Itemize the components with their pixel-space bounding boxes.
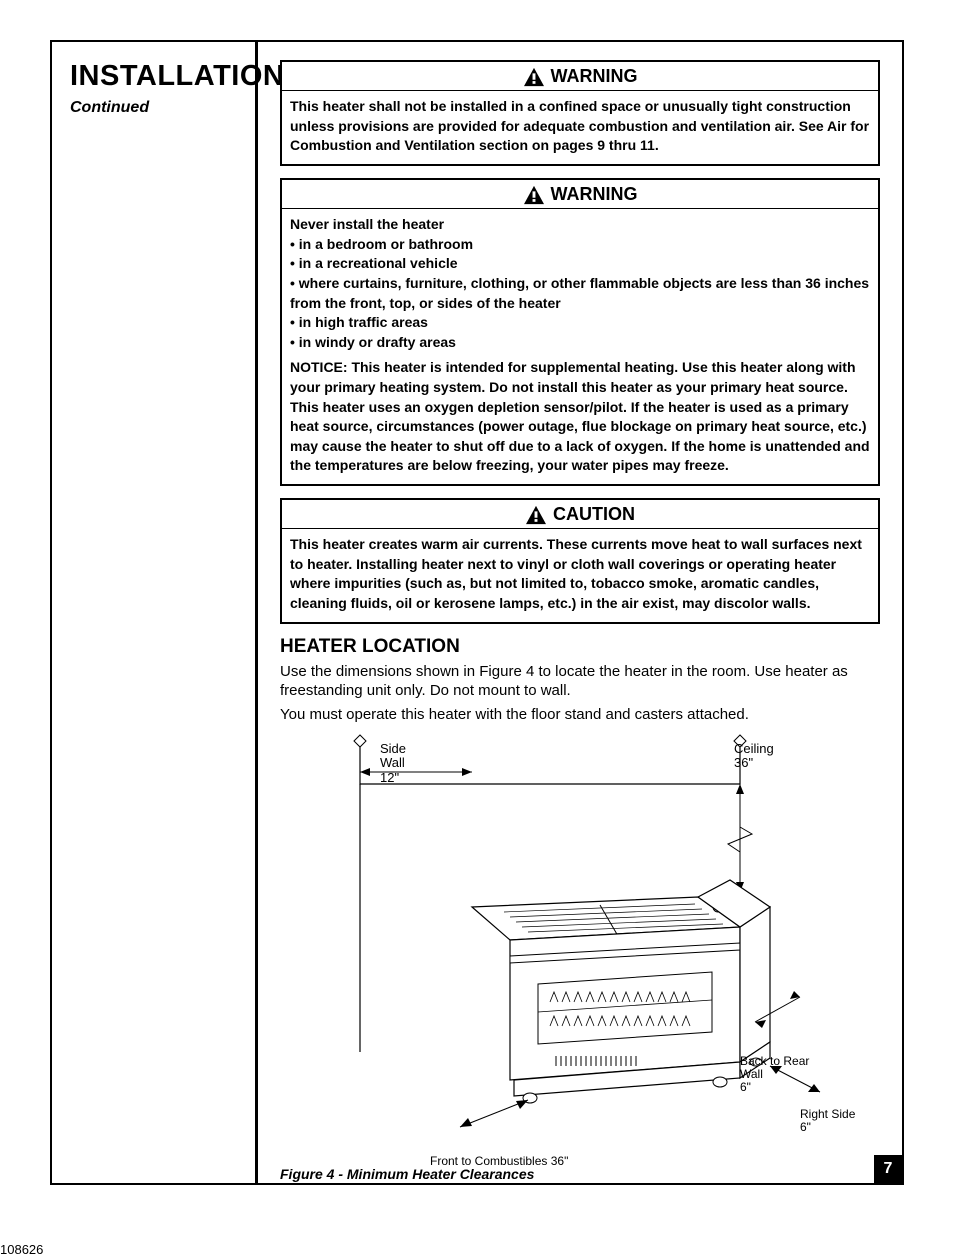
warning-line: Never install the heater <box>290 215 870 235</box>
location-p1: Use the dimensions shown in Figure 4 to … <box>280 662 880 701</box>
dim-label: Ceiling <box>734 742 784 756</box>
doc-id: 108626 <box>0 1242 43 1257</box>
warning-label: WARNING <box>551 66 638 87</box>
dim-side: Right Side 6" <box>800 1108 870 1134</box>
dim-value: 12" <box>380 771 430 785</box>
figure-4: Side Wall 12" Ceiling 36" Back to Rear W… <box>280 732 880 1162</box>
dim-front: Front to Combustibles 36" <box>430 1155 630 1168</box>
warning-body-1: This heater shall not be installed in a … <box>282 91 878 164</box>
hazard-icon <box>523 66 545 87</box>
warning-notice: NOTICE: This heater is intended for supp… <box>290 358 870 476</box>
dim-value: 6" <box>800 1121 870 1134</box>
dim-back: Back to Rear Wall 6" <box>740 1055 810 1095</box>
warning-box-1: WARNING This heater shall not be install… <box>280 60 880 166</box>
dim-ceiling: Ceiling 36" <box>734 742 784 771</box>
warning-header-2: WARNING <box>282 180 878 209</box>
warning-line: • where curtains, furniture, clothing, o… <box>290 274 870 313</box>
figure-caption: Figure 4 - Minimum Heater Clearances <box>280 1166 880 1182</box>
location-heading: HEATER LOCATION <box>280 636 880 658</box>
warning-line: • in high traffic areas <box>290 313 870 333</box>
dim-value: 36" <box>734 756 784 770</box>
hazard-icon <box>525 504 547 525</box>
section-title: INSTALLATION <box>70 60 237 93</box>
heater-drawing <box>472 880 770 1103</box>
caution-label: CAUTION <box>553 504 635 525</box>
warning-line: • in windy or drafty areas <box>290 333 870 353</box>
left-column: INSTALLATION Continued <box>52 42 258 1183</box>
right-column: WARNING This heater shall not be install… <box>258 42 902 1183</box>
caution-body: This heater creates warm air currents. T… <box>282 529 878 621</box>
dim-value: 6" <box>740 1081 810 1094</box>
dim-sidewall: Side Wall 12" <box>380 742 430 785</box>
dim-label: Side Wall <box>380 742 430 771</box>
page-frame: INSTALLATION Continued WARNING This hea <box>50 40 904 1185</box>
dim-label: Front to Combustibles <box>430 1154 547 1168</box>
warning-body-2: Never install the heater • in a bedroom … <box>282 209 878 484</box>
warning-box-2: WARNING Never install the heater • in a … <box>280 178 880 486</box>
warning-line: • in a bedroom or bathroom <box>290 235 870 255</box>
dim-value: 36" <box>551 1154 569 1168</box>
dim-label: Right Side <box>800 1108 870 1121</box>
continued-label: Continued <box>70 99 237 117</box>
warning-line: • in a recreational vehicle <box>290 254 870 274</box>
caution-box: CAUTION This heater creates warm air cur… <box>280 498 880 624</box>
hazard-icon <box>523 184 545 205</box>
warning-header-1: WARNING <box>282 62 878 91</box>
location-p2: You must operate this heater with the fl… <box>280 705 880 725</box>
dim-label: Back to Rear Wall <box>740 1055 810 1081</box>
warning-label: WARNING <box>551 184 638 205</box>
caution-header: CAUTION <box>282 500 878 529</box>
page-number: 7 <box>874 1155 902 1183</box>
